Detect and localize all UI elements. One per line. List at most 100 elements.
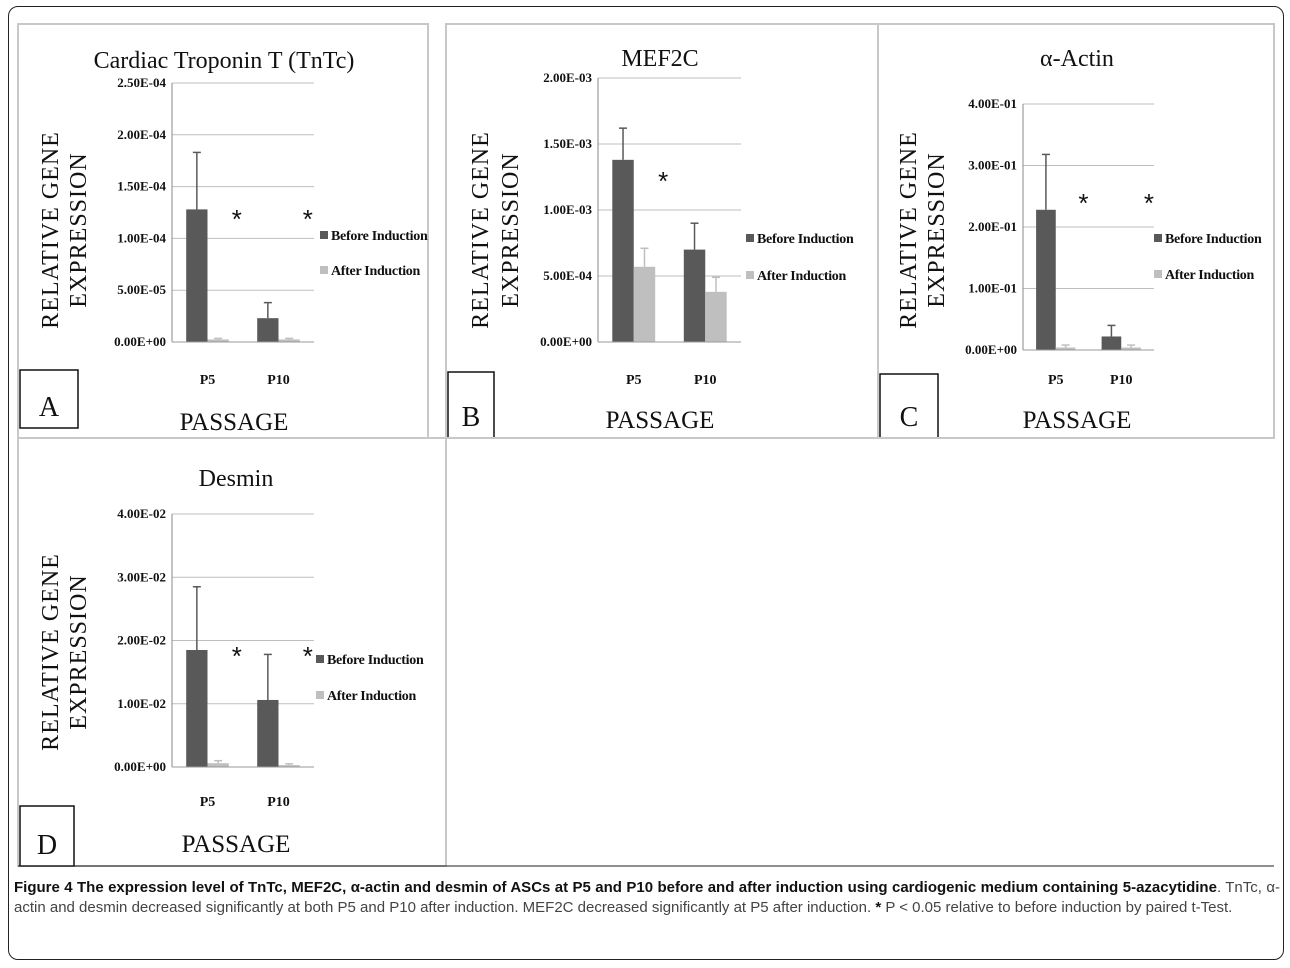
chart-panel-a: 0.00E+00 5.00E-05 1.00E-04 1.50E-04 2.00E-04… [17,23,429,439]
y-tick-label: 0.00E+00 [540,334,592,349]
panel-letter-box [879,373,939,439]
x-axis-label: PASSAGE [606,407,715,434]
x-axis-label: PASSAGE [1023,407,1132,434]
legend-swatch [1154,234,1162,242]
significance-star: * [1078,188,1088,218]
x-tick-label: P5 [200,795,216,810]
bar-after-p10 [278,765,300,767]
y-axis-label-line2: EXPRESSION [66,574,92,729]
legend-label: Before Induction [327,653,424,668]
x-tick-label: P5 [200,373,216,388]
significance-star: * [232,204,242,234]
panel-letter-box [19,369,79,429]
caption-body: . TnTc, α-actin and desmin decreased sig… [14,879,1280,916]
y-tick-label: 0.00E+00 [114,334,166,349]
chart-title: Desmin [199,466,274,492]
legend-label: Before Induction [1165,232,1262,247]
y-tick-label: 2.00E-01 [968,219,1017,234]
panel-letter-box [19,805,75,867]
y-tick-label: 0.00E+00 [965,342,1017,357]
bar-before-p10 [257,318,279,342]
y-tick-label: 1.50E-03 [543,136,592,151]
bar-before-p5 [186,209,208,342]
bar-before-p5 [1036,209,1056,350]
bar-before-p10 [683,249,706,342]
panel-letter: B [462,402,481,433]
y-tick-label: 1.00E-03 [543,202,592,217]
bar-after-p5 [1055,347,1076,350]
y-tick-label: 3.00E-02 [117,569,166,584]
y-tick-label: 2.50E-04 [117,75,166,90]
y-axis-label-line1: RELATIVE GENE [896,131,922,329]
bar-before-p10 [257,699,279,767]
bar-after-p10 [1121,347,1141,350]
y-axis-label-line2: EXPRESSION [66,152,92,307]
chart-panel-b: 0.00E+00 5.00E-04 1.00E-03 1.50E-03 2.00E-03… [445,23,879,439]
y-tick-label: 0.00E+00 [114,759,166,774]
figure-caption: Figure 4 The expression level of TnTc, M… [14,878,1280,918]
caption-tail: P < 0.05 relative to before induction by… [881,899,1233,916]
x-axis-label: PASSAGE [180,409,289,436]
y-tick-label: 1.50E-04 [117,179,166,194]
y-axis-label-line2: EXPRESSION [498,152,524,307]
legend-label: After Induction [331,264,420,279]
bar-before-p5 [186,649,208,767]
bar-after-p10 [705,291,727,342]
y-axis-label-line1: RELATIVE GENE [468,131,494,329]
y-tick-label: 1.00E-02 [117,696,166,711]
caption-title: Figure 4 The expression level of TnTc, M… [14,879,1217,896]
chart-title: α-Actin [1040,46,1114,72]
chart-title: Cardiac Troponin T (TnTc) [94,48,355,74]
legend-label: After Induction [1165,268,1254,283]
legend-swatch [316,691,324,699]
y-tick-label: 5.00E-05 [117,282,166,297]
legend-swatch [1154,270,1162,278]
y-axis-label-line1: RELATIVE GENE [38,553,64,751]
significance-star: * [1144,188,1154,218]
legend-swatch [746,234,754,242]
bar-after-p5 [207,763,229,767]
significance-star: * [658,166,668,196]
x-tick-label: P5 [626,373,642,388]
significance-star: * [232,641,242,671]
bar-after-p5 [207,339,229,342]
legend-swatch [320,231,328,239]
y-tick-label: 2.00E-03 [543,70,592,85]
y-tick-label: 2.00E-02 [117,633,166,648]
x-tick-label: P10 [267,373,290,388]
y-tick-label: 4.00E-01 [968,96,1017,111]
panel-letter: A [39,392,60,423]
y-tick-label: 1.00E-01 [968,281,1017,296]
y-axis-label-line2: EXPRESSION [924,152,950,307]
legend-swatch [320,266,328,274]
bar-after-p10 [278,339,300,342]
y-tick-label: 3.00E-01 [968,158,1017,173]
panel-letter: D [37,830,57,861]
bar-before-p5 [612,159,634,342]
figure-frame [8,6,1284,960]
panel-letter: C [900,402,919,433]
legend-label: After Induction [327,689,416,704]
panel-letter-box [447,371,495,439]
y-axis-label-line1: RELATIVE GENE [38,131,64,329]
legend-swatch [316,655,324,663]
y-tick-label: 1.00E-04 [117,230,166,245]
legend-swatch [746,271,754,279]
x-axis-label: PASSAGE [182,831,291,858]
bar-before-p10 [1101,336,1122,350]
legend-label: After Induction [757,269,846,284]
legend-label: Before Induction [757,232,854,247]
y-tick-label: 5.00E-04 [543,268,592,283]
x-tick-label: P10 [267,795,290,810]
x-tick-label: P10 [1110,373,1133,388]
y-tick-label: 2.00E-04 [117,127,166,142]
caption-star: * [875,899,882,916]
chart-title: MEF2C [621,46,698,72]
bar-after-p5 [633,266,656,342]
x-tick-label: P10 [694,373,717,388]
chart-panel-d: 0.00E+00 1.00E-02 2.00E-02 3.00E-02 4.00E-02… [17,437,447,867]
y-tick-label: 4.00E-02 [117,506,166,521]
chart-panel-c: 0.00E+00 1.00E-01 2.00E-01 3.00E-01 4.00E-01… [877,23,1275,439]
x-tick-label: P5 [1048,373,1064,388]
